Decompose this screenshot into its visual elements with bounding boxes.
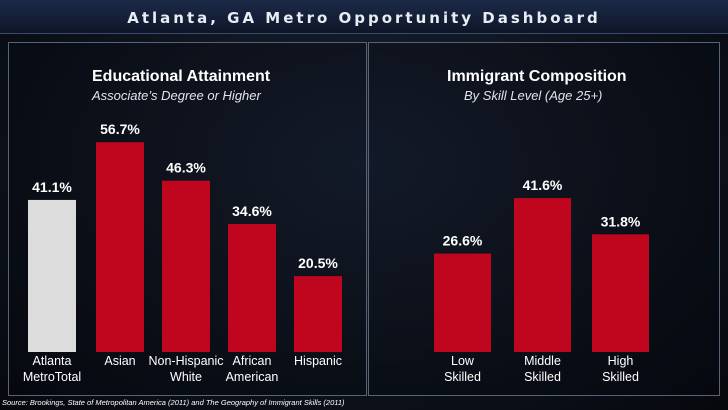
imm-bar-1	[514, 198, 571, 352]
edu-category-label-0: Atlanta MetroTotal	[23, 354, 81, 384]
imm-data-label-2: 31.8%	[601, 213, 641, 229]
edu-data-label-0: 41.1%	[32, 179, 72, 195]
source-note: Source: Brookings, State of Metropolitan…	[2, 398, 345, 407]
edu-chart-subtitle: Associate’s Degree or Higher	[92, 88, 261, 103]
edu-category-label-4: Hispanic	[294, 354, 342, 368]
imm-category-label-0: Low Skilled	[444, 354, 481, 384]
edu-bar-3	[228, 223, 276, 352]
edu-bar-0	[28, 199, 76, 352]
edu-bar-1	[96, 142, 144, 352]
edu-category-label-1: Asian	[104, 354, 135, 368]
edu-bar-4	[294, 276, 342, 352]
dashboard-title: Atlanta, GA Metro Opportunity Dashboard	[0, 0, 728, 34]
edu-data-label-3: 34.6%	[232, 203, 272, 219]
imm-data-label-0: 26.6%	[443, 233, 483, 249]
edu-data-label-1: 56.7%	[100, 121, 140, 137]
edu-data-label-2: 46.3%	[166, 160, 206, 176]
edu-data-label-4: 20.5%	[298, 255, 338, 271]
imm-chart-title: Immigrant Composition	[447, 68, 627, 85]
imm-chart-subtitle: By Skill Level (Age 25+)	[464, 88, 603, 103]
imm-category-label-1: Middle Skilled	[524, 354, 561, 384]
edu-chart-title: Educational Attainment	[92, 68, 271, 85]
imm-category-label-2: High Skilled	[602, 354, 639, 384]
edu-bar-2	[162, 180, 210, 352]
imm-bar-2	[592, 234, 649, 352]
edu-category-label-2: Non-Hispanic White	[148, 354, 223, 384]
imm-bar-0	[434, 253, 491, 352]
imm-data-label-1: 41.6%	[523, 177, 563, 193]
edu-category-label-3: African American	[226, 354, 279, 384]
